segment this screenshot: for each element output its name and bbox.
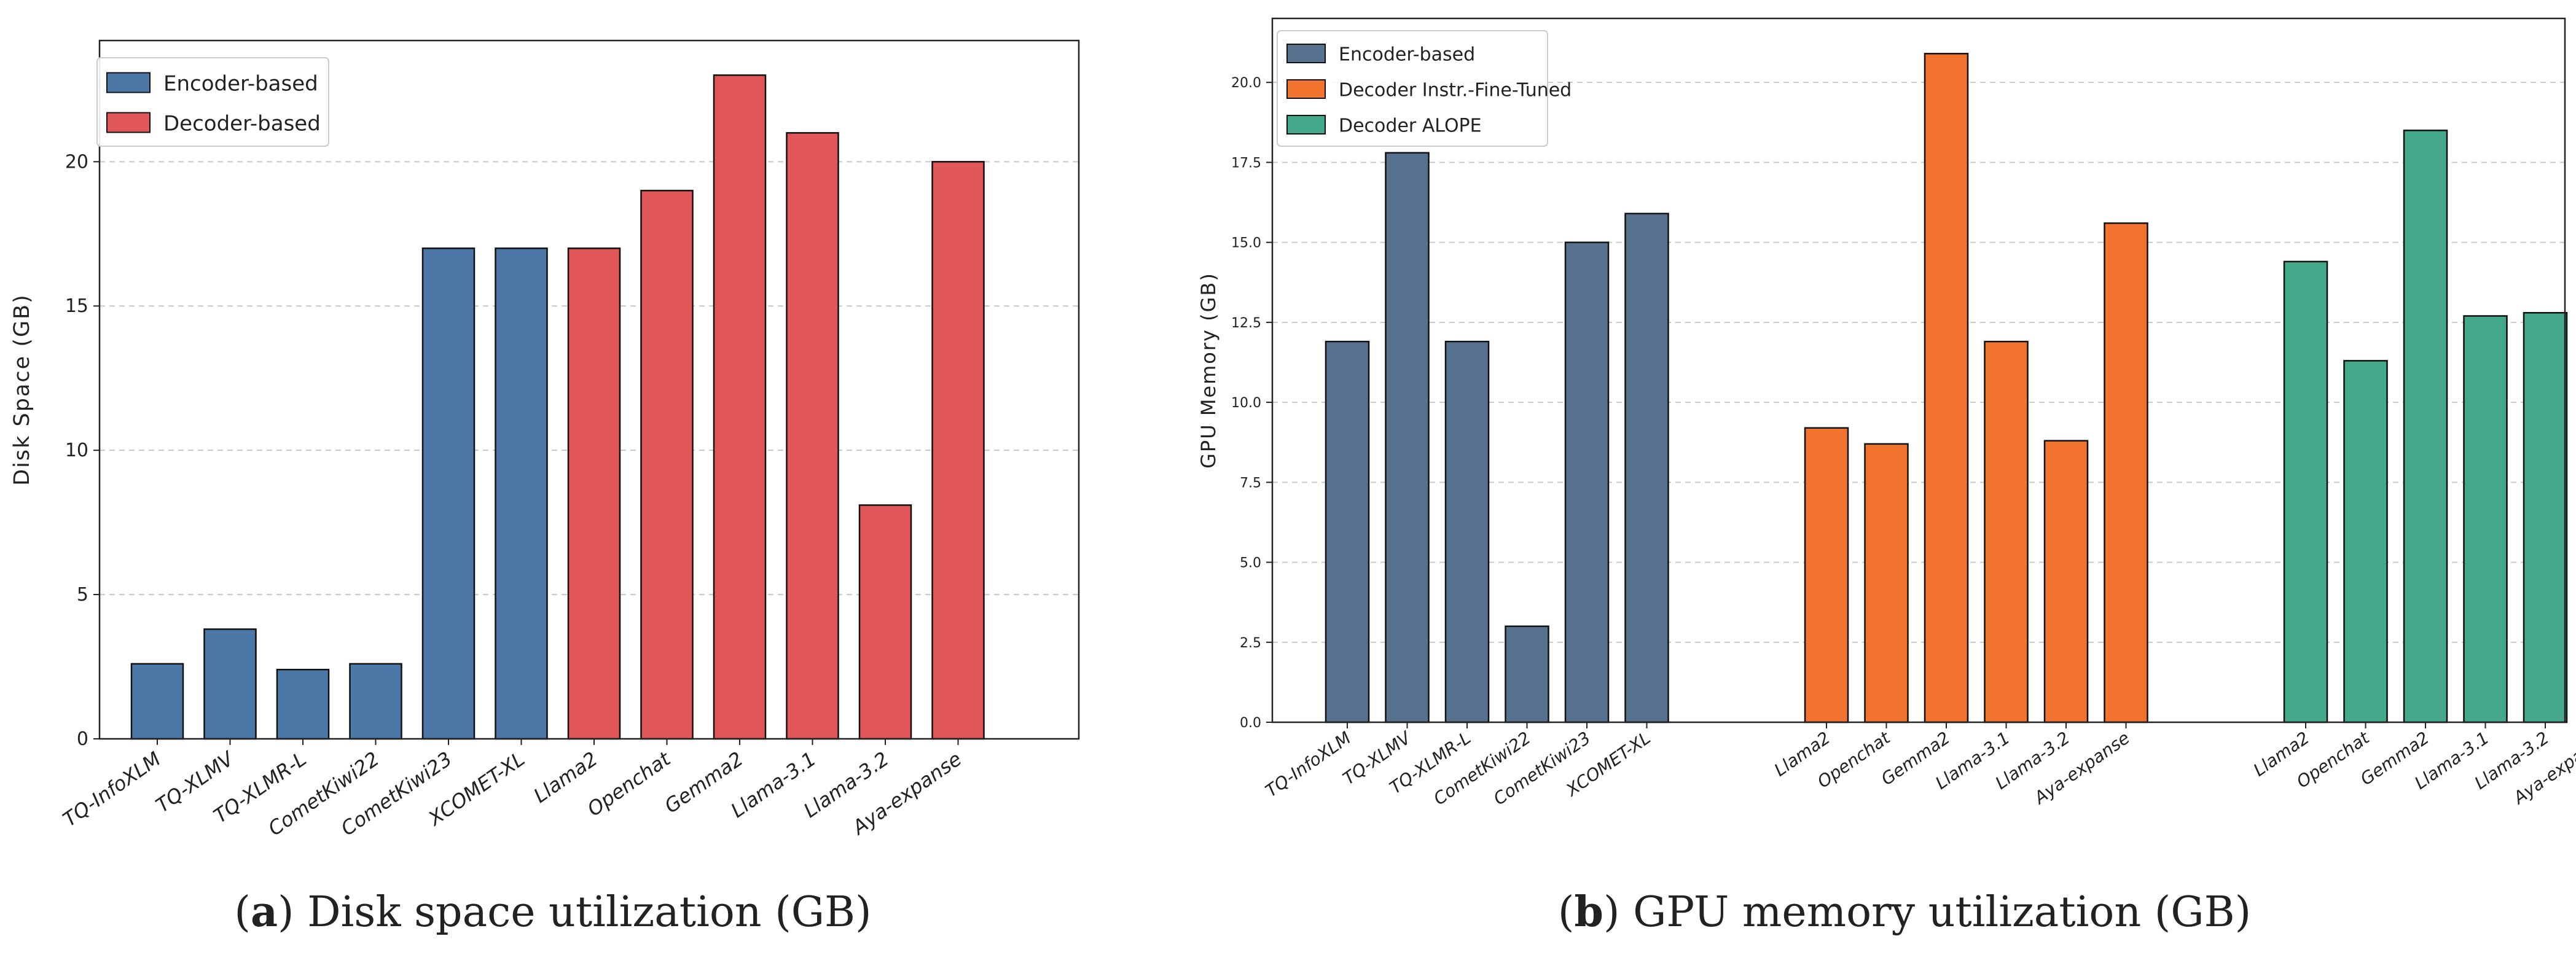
x-tick-label: Openchat bbox=[583, 747, 675, 821]
bar-decoder-based-llama-3-1 bbox=[786, 132, 839, 740]
bar-encoder-based-tq-xlmv bbox=[1385, 152, 1430, 723]
bar-decoder-alope-llama-3-2 bbox=[2523, 311, 2568, 723]
chart-caption: (b) GPU memory utilization (GB) bbox=[1558, 887, 2251, 937]
y-tick-label: 17.5 bbox=[1231, 155, 1261, 171]
bar-decoder-based-aya-expanse bbox=[931, 161, 985, 740]
bar-decoder-based-llama-3-2 bbox=[858, 504, 912, 740]
bar-decoder-alope-openchat bbox=[2343, 360, 2388, 723]
y-tick-label: 0 bbox=[77, 728, 88, 750]
legend-box bbox=[96, 57, 329, 147]
chart-caption: (a) Disk space utilization (GB) bbox=[234, 887, 871, 937]
bar-encoder-based-cometkiwi22 bbox=[349, 663, 402, 740]
y-tick-label: 10.0 bbox=[1231, 396, 1261, 411]
bar-encoder-based-cometkiwi23 bbox=[421, 248, 476, 740]
bar-encoder-based-tq-xlmr-l bbox=[276, 668, 330, 740]
y-tick-label: 10 bbox=[65, 440, 88, 461]
legend-label-decoder-based: Decoder-based bbox=[163, 111, 321, 136]
bar-encoder-based-xcomet-xl bbox=[1624, 212, 1669, 723]
bar-decoder-based-llama2 bbox=[567, 248, 621, 740]
y-tick-label: 0.0 bbox=[1240, 715, 1261, 731]
plot-frame bbox=[1271, 17, 2566, 723]
legend-label-decoder-alope: Decoder ALOPE bbox=[1339, 115, 1482, 137]
legend-swatch-encoder-based bbox=[106, 72, 151, 93]
bar-encoder-based-cometkiwi22 bbox=[1505, 625, 1549, 723]
y-axis-label: Disk Space (GB) bbox=[10, 294, 34, 486]
bar-decoder-instr-fine-tuned-openchat bbox=[1864, 443, 1909, 723]
legend-box bbox=[1277, 30, 1548, 147]
bar-encoder-based-xcomet-xl bbox=[495, 248, 548, 740]
bar-encoder-based-tq-infoxlm bbox=[130, 663, 184, 740]
y-tick-label: 5.0 bbox=[1240, 556, 1261, 571]
y-axis-label: GPU Memory (GB) bbox=[1197, 272, 1220, 469]
legend-label-decoder-instr-fine-tuned: Decoder Instr.-Fine-Tuned bbox=[1339, 80, 1572, 101]
bar-decoder-instr-fine-tuned-gemma2 bbox=[1924, 53, 1969, 723]
bar-decoder-instr-fine-tuned-llama-3-1 bbox=[1984, 340, 2029, 723]
legend-swatch-decoder-alope bbox=[1286, 115, 1326, 135]
legend-swatch-decoder-based bbox=[106, 112, 151, 133]
bar-decoder-instr-fine-tuned-llama2 bbox=[1804, 427, 1849, 723]
bar-decoder-based-gemma2 bbox=[713, 74, 767, 740]
x-tick-label: TQ-InfoXLM bbox=[1262, 728, 1355, 801]
bar-decoder-alope-gemma2 bbox=[2403, 130, 2448, 723]
legend-label-encoder-based: Encoder-based bbox=[163, 71, 318, 96]
y-tick-label: 7.5 bbox=[1240, 475, 1261, 491]
y-tick-label: 5 bbox=[77, 584, 88, 606]
y-tick-label: 15 bbox=[65, 295, 88, 317]
bar-decoder-instr-fine-tuned-llama-3-2 bbox=[2043, 440, 2089, 723]
y-tick-label: 2.5 bbox=[1240, 636, 1261, 651]
x-tick-label: TQ-InfoXLM bbox=[58, 747, 165, 831]
bar-encoder-based-tq-xlmv bbox=[203, 628, 257, 740]
bar-decoder-based-openchat bbox=[640, 190, 694, 740]
legend-swatch-encoder-based bbox=[1286, 44, 1326, 63]
y-tick-label: 20 bbox=[65, 151, 88, 173]
y-tick-label: 20.0 bbox=[1231, 76, 1261, 91]
legend: Encoder-based Decoder-based bbox=[96, 57, 329, 147]
bar-encoder-based-tq-xlmr-l bbox=[1444, 340, 1490, 723]
legend-label-encoder-based: Encoder-based bbox=[1339, 44, 1475, 66]
bar-decoder-alope-llama-3-1 bbox=[2463, 315, 2508, 723]
legend-swatch-decoder-instr-fine-tuned bbox=[1286, 79, 1326, 99]
y-tick-label: 15.0 bbox=[1231, 236, 1261, 251]
bar-encoder-based-cometkiwi23 bbox=[1564, 241, 1610, 723]
legend: Encoder-based Decoder Instr.-Fine-Tuned De… bbox=[1277, 30, 1572, 147]
bar-decoder-instr-fine-tuned-aya-expanse bbox=[2104, 222, 2148, 723]
y-tick-label: 12.5 bbox=[1231, 316, 1261, 331]
chart-gpu-memory: 0.0 2.5 5.0 7.5 10.0 12.5 15.0 17.5 20.0 GPU Memo… bbox=[1197, 17, 2576, 937]
bar-decoder-alope-llama2 bbox=[2283, 260, 2328, 723]
bar-encoder-based-tq-infoxlm bbox=[1325, 340, 1370, 723]
plot-frame bbox=[98, 39, 1080, 740]
